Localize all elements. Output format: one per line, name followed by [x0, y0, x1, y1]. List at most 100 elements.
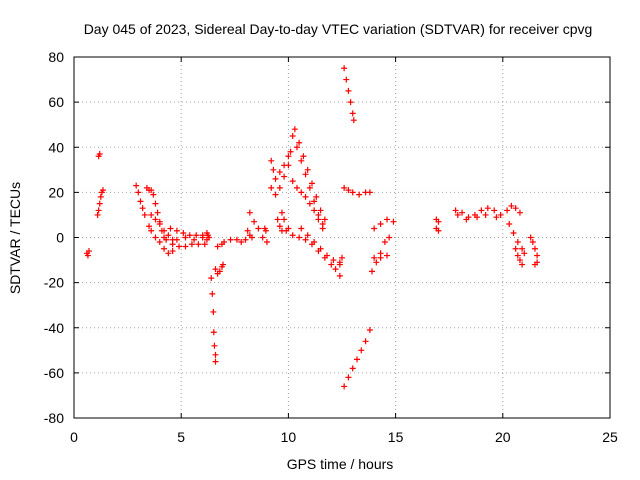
- data-point: [336, 272, 343, 279]
- y-tick-label: -80: [44, 410, 64, 426]
- chart-title: Day 045 of 2023, Sidereal Day-to-day VTE…: [84, 21, 593, 37]
- data-point: [289, 232, 296, 239]
- data-point: [356, 191, 363, 198]
- data-point: [96, 200, 103, 207]
- data-point: [276, 169, 283, 176]
- data-point: [384, 216, 391, 223]
- data-point: [220, 261, 227, 268]
- y-tick-label: 40: [48, 139, 64, 155]
- data-point: [242, 236, 249, 243]
- data-point: [371, 225, 378, 232]
- data-point: [345, 187, 352, 194]
- data-point: [504, 207, 511, 214]
- x-tick-label: 10: [281, 429, 297, 445]
- data-point: [296, 234, 303, 241]
- data-point: [302, 171, 309, 178]
- data-point: [216, 268, 223, 275]
- data-point: [293, 184, 300, 191]
- data-point: [212, 351, 219, 358]
- y-axis-label: SDTVAR / TECUs: [7, 182, 23, 294]
- data-point: [311, 207, 318, 214]
- data-point: [459, 209, 466, 216]
- data-point: [349, 110, 356, 117]
- y-tick-label: -20: [44, 275, 64, 291]
- data-point: [349, 189, 356, 196]
- y-tick-label: 80: [48, 49, 64, 65]
- data-point: [165, 250, 172, 257]
- data-point: [300, 153, 307, 160]
- data-point: [298, 157, 305, 164]
- data-point: [386, 234, 393, 241]
- data-point: [474, 214, 481, 221]
- data-point: [276, 184, 283, 191]
- data-point: [94, 211, 101, 218]
- y-tick-label: 20: [48, 184, 64, 200]
- data-points: [83, 65, 541, 390]
- data-point: [298, 225, 305, 232]
- data-point: [272, 191, 279, 198]
- data-point: [148, 187, 155, 194]
- data-point: [531, 245, 538, 252]
- data-point: [371, 254, 378, 261]
- data-point: [195, 241, 202, 248]
- data-point: [263, 239, 270, 246]
- data-point: [182, 243, 189, 250]
- data-point: [317, 207, 324, 214]
- data-point: [95, 207, 102, 214]
- data-point: [482, 211, 489, 218]
- data-point: [272, 175, 279, 182]
- data-point: [233, 236, 240, 243]
- data-point: [381, 239, 388, 246]
- data-point: [315, 216, 322, 223]
- data-point: [278, 209, 285, 216]
- data-point: [343, 76, 350, 83]
- x-tick-label: 5: [177, 429, 185, 445]
- data-point: [435, 218, 442, 225]
- data-point: [341, 184, 348, 191]
- data-point: [311, 198, 318, 205]
- data-point: [319, 225, 326, 232]
- data-point: [306, 184, 313, 191]
- data-point: [141, 211, 148, 218]
- data-point: [313, 193, 320, 200]
- data-point: [285, 225, 292, 232]
- data-point: [139, 205, 146, 212]
- data-point: [96, 151, 103, 158]
- data-point: [274, 216, 281, 223]
- data-point: [296, 139, 303, 146]
- data-point: [165, 232, 172, 239]
- data-point: [345, 374, 352, 381]
- data-point: [186, 232, 193, 239]
- data-point: [349, 365, 356, 372]
- data-point: [384, 252, 391, 259]
- data-point: [163, 236, 170, 243]
- x-tick-label: 15: [388, 429, 404, 445]
- data-point: [529, 239, 536, 246]
- data-point: [193, 232, 200, 239]
- data-point: [287, 148, 294, 155]
- data-point: [304, 166, 311, 173]
- data-point: [377, 254, 384, 261]
- data-point: [148, 227, 155, 234]
- data-point: [156, 220, 163, 227]
- data-point: [484, 205, 491, 212]
- data-point: [516, 209, 523, 216]
- data-point: [354, 356, 361, 363]
- data-point: [191, 236, 198, 243]
- data-point: [133, 182, 140, 189]
- data-point: [311, 239, 318, 246]
- data-point: [210, 308, 217, 315]
- data-point: [317, 245, 324, 252]
- data-point: [510, 229, 517, 236]
- x-tick-label: 25: [602, 429, 618, 445]
- data-point: [161, 245, 168, 252]
- data-point: [289, 132, 296, 139]
- data-point: [512, 205, 519, 212]
- data-point: [238, 239, 245, 246]
- data-point: [167, 225, 174, 232]
- data-point: [512, 245, 519, 252]
- data-point: [435, 227, 442, 234]
- y-tick-label: -60: [44, 365, 64, 381]
- data-point: [161, 227, 168, 234]
- plot-frame: [73, 56, 611, 419]
